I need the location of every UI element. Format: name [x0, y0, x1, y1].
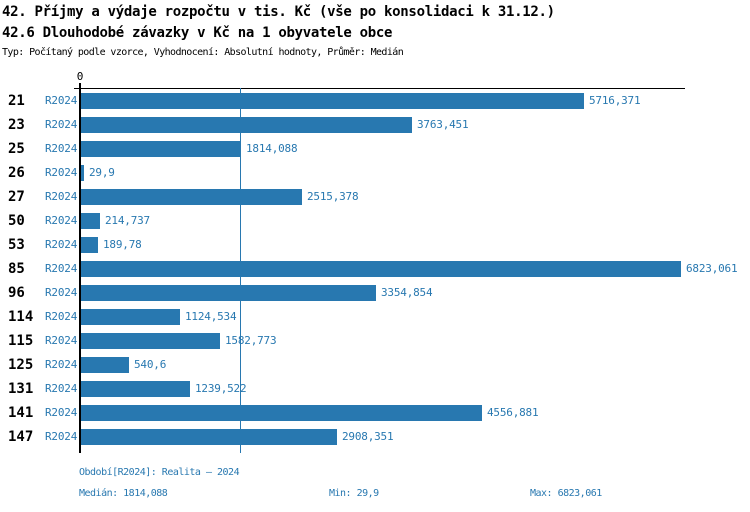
bar — [81, 213, 100, 229]
row-series-label: R2024 — [45, 358, 78, 371]
bar — [81, 117, 412, 133]
bar — [81, 165, 84, 181]
bar-value-label: 3354,854 — [381, 286, 433, 299]
bar-value-label: 2908,351 — [342, 430, 394, 443]
min-label: Min: 29,9 — [329, 488, 379, 499]
row-series-label: R2024 — [45, 286, 78, 299]
row-category-label: 26 — [8, 165, 25, 181]
bar-value-label: 1814,088 — [246, 142, 298, 155]
bar — [81, 381, 190, 397]
row-series-label: R2024 — [45, 238, 78, 251]
row-category-label: 96 — [8, 285, 25, 301]
bar — [81, 405, 482, 421]
row-series-label: R2024 — [45, 118, 78, 131]
row-category-label: 85 — [8, 261, 25, 277]
row-series-label: R2024 — [45, 382, 78, 395]
row-series-label: R2024 — [45, 214, 78, 227]
bar — [81, 261, 681, 277]
row-category-label: 125 — [8, 357, 34, 373]
bar-value-label: 189,78 — [103, 238, 142, 251]
y-axis-line — [79, 83, 81, 453]
bar — [81, 237, 98, 253]
bar — [81, 333, 220, 349]
row-category-label: 27 — [8, 189, 25, 205]
row-category-label: 114 — [8, 309, 34, 325]
row-series-label: R2024 — [45, 406, 78, 419]
row-series-label: R2024 — [45, 94, 78, 107]
x-axis-top-border — [74, 88, 685, 89]
bar — [81, 357, 129, 373]
bar — [81, 285, 376, 301]
median-label: Medián: 1814,088 — [79, 488, 168, 499]
max-label: Max: 6823,061 — [530, 488, 602, 499]
bar — [81, 189, 302, 205]
bar-value-label: 1239,522 — [195, 382, 247, 395]
row-category-label: 25 — [8, 141, 25, 157]
row-series-label: R2024 — [45, 190, 78, 203]
row-series-label: R2024 — [45, 334, 78, 347]
bar-value-label: 6823,061 — [686, 262, 738, 275]
row-category-label: 21 — [8, 93, 25, 109]
zero-tick-label: 0 — [76, 70, 84, 83]
bar-value-label: 1582,773 — [225, 334, 277, 347]
bar-value-label: 5716,371 — [589, 94, 641, 107]
chart-title-line2: 42.6 Dlouhodobé závazky v Kč na 1 obyvat… — [2, 25, 393, 41]
row-category-label: 147 — [8, 429, 34, 445]
bar — [81, 429, 337, 445]
row-series-label: R2024 — [45, 166, 78, 179]
bar — [81, 141, 241, 157]
bar — [81, 309, 180, 325]
row-category-label: 115 — [8, 333, 34, 349]
chart-subtitle: Typ: Počítaný podle vzorce, Vyhodnocení:… — [2, 47, 404, 58]
row-category-label: 53 — [8, 237, 25, 253]
bar-value-label: 4556,881 — [487, 406, 539, 419]
row-category-label: 50 — [8, 213, 25, 229]
bar — [81, 93, 584, 109]
bar-value-label: 29,9 — [89, 166, 115, 179]
row-series-label: R2024 — [45, 142, 78, 155]
row-series-label: R2024 — [45, 430, 78, 443]
row-series-label: R2024 — [45, 262, 78, 275]
period-label: Období[R2024]: Realita – 2024 — [79, 467, 240, 478]
row-category-label: 141 — [8, 405, 34, 421]
bar-value-label: 540,6 — [134, 358, 167, 371]
bar-value-label: 2515,378 — [307, 190, 359, 203]
bar-value-label: 3763,451 — [417, 118, 469, 131]
row-series-label: R2024 — [45, 310, 78, 323]
row-category-label: 23 — [8, 117, 25, 133]
bar-value-label: 1124,534 — [185, 310, 237, 323]
chart-title-line1: 42. Příjmy a výdaje rozpočtu v tis. Kč (… — [2, 4, 555, 20]
bar-value-label: 214,737 — [105, 214, 150, 227]
row-category-label: 131 — [8, 381, 34, 397]
